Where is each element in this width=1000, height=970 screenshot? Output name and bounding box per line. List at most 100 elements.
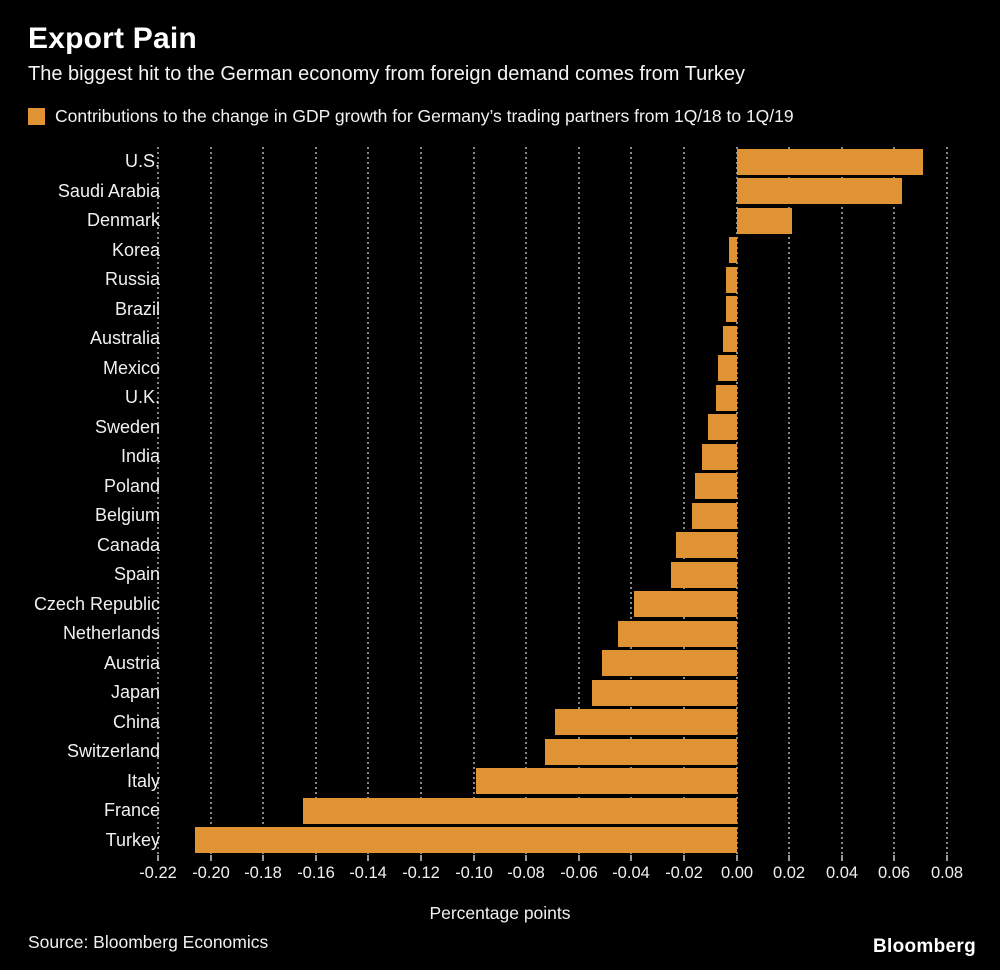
x-axis-tick: [893, 855, 895, 861]
gridline: [841, 147, 843, 855]
x-axis-tick: [788, 855, 790, 861]
x-axis-tick: [525, 855, 527, 861]
country-label: Poland: [103, 475, 160, 496]
bar: [702, 443, 737, 470]
x-tick-label: -0.12: [402, 864, 440, 882]
x-tick-label: -0.18: [244, 864, 282, 882]
x-axis-tick: [420, 855, 422, 861]
country-label: Saudi Arabia: [57, 180, 160, 201]
bar: [634, 591, 737, 618]
x-axis-tick: [736, 855, 738, 861]
x-tick-label: -0.16: [297, 864, 335, 882]
gridline: [893, 147, 895, 855]
gridline: [788, 147, 790, 855]
country-label: Russia: [104, 269, 160, 289]
x-axis-tick: [157, 855, 159, 861]
x-axis-tick: [315, 855, 317, 861]
gridline: [420, 147, 422, 855]
legend-label: Contributions to the change in GDP growt…: [55, 106, 794, 126]
country-label: Switzerland: [66, 741, 160, 761]
x-tick-label: -0.20: [192, 864, 230, 882]
legend-swatch-icon: [28, 108, 45, 125]
bar: [736, 178, 903, 205]
country-label: U.K.: [124, 387, 160, 407]
x-tick-label: -0.06: [560, 864, 598, 882]
x-axis-tick: [262, 855, 264, 861]
bar: [723, 325, 737, 352]
x-axis-tick: [473, 855, 475, 861]
x-axis-tick: [630, 855, 632, 861]
country-label: India: [120, 446, 160, 466]
bar: [728, 237, 737, 264]
gridline: [210, 147, 212, 855]
gridline: [315, 147, 317, 855]
x-axis-tick: [683, 855, 685, 861]
x-axis-tick: [578, 855, 580, 861]
gridline: [630, 147, 632, 855]
x-tick-label: -0.04: [612, 864, 650, 882]
x-tick-label: 0.00: [720, 864, 754, 882]
gridline: [578, 147, 580, 855]
gridline: [262, 147, 264, 855]
gridline: [473, 147, 475, 855]
country-label: Sweden: [94, 416, 160, 437]
country-label: Italy: [126, 770, 160, 791]
bar: [726, 266, 737, 293]
bar: [718, 355, 737, 382]
country-label: Brazil: [114, 298, 160, 319]
x-tick-label: 0.06: [877, 864, 911, 882]
bar: [707, 414, 737, 441]
bar: [591, 679, 737, 706]
x-tick-label: -0.10: [455, 864, 493, 882]
country-label: Korea: [111, 239, 160, 260]
gridline: [157, 147, 159, 855]
x-tick-label: -0.22: [139, 864, 177, 882]
gridline: [367, 147, 369, 855]
bar: [736, 207, 792, 234]
bar: [555, 709, 737, 736]
x-tick-label: 0.08: [930, 864, 964, 882]
chart-subtitle: The biggest hit to the German economy fr…: [28, 63, 745, 85]
country-label: Turkey: [105, 829, 160, 850]
country-label: Belgium: [94, 505, 160, 525]
bar: [602, 650, 737, 677]
gridline: [525, 147, 527, 855]
country-label: Czech Republic: [33, 593, 160, 614]
gridline: [736, 147, 738, 855]
country-label: Japan: [110, 682, 160, 702]
gridline: [683, 147, 685, 855]
bar: [544, 738, 737, 765]
x-axis-label: Percentage points: [429, 903, 571, 923]
bar: [618, 620, 737, 647]
x-tick-label: -0.08: [507, 864, 545, 882]
x-axis-tick: [367, 855, 369, 861]
bar: [676, 532, 737, 559]
x-tick-label: 0.02: [772, 864, 806, 882]
bar: [302, 797, 737, 824]
country-label: China: [112, 711, 160, 732]
x-tick-label: 0.04: [825, 864, 859, 882]
bar: [694, 473, 737, 500]
bar: [715, 384, 737, 411]
country-label: Netherlands: [62, 623, 160, 643]
country-label: France: [103, 800, 160, 820]
bar: [736, 148, 924, 175]
bar: [670, 561, 737, 588]
country-label: Austria: [103, 652, 160, 673]
legend: Contributions to the change in GDP growt…: [28, 106, 794, 127]
chart-title: Export Pain: [28, 22, 197, 55]
country-label: Australia: [89, 328, 160, 348]
country-label: Mexico: [102, 357, 160, 378]
x-axis-tick: [946, 855, 948, 861]
x-tick-label: -0.14: [349, 864, 387, 882]
country-label: U.S.: [124, 151, 160, 171]
x-axis-tick: [841, 855, 843, 861]
bar: [726, 296, 737, 323]
x-axis-tick: [210, 855, 212, 861]
gridline: [946, 147, 948, 855]
bloomberg-logo: Bloomberg: [873, 936, 976, 957]
country-label: Denmark: [86, 210, 160, 230]
bar: [476, 768, 737, 795]
